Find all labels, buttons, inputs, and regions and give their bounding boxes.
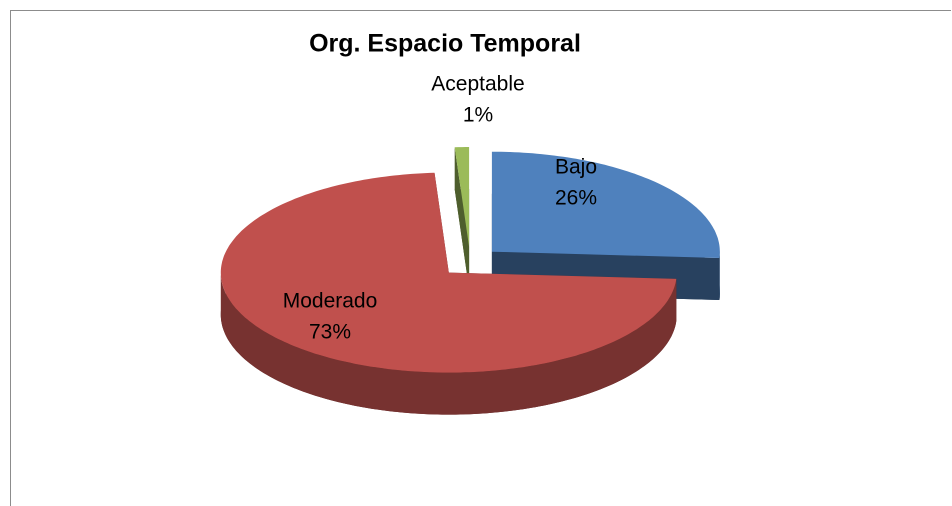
slice-wall	[454, 147, 470, 289]
pie-slice	[491, 151, 720, 258]
slice-value-label: 1%	[463, 104, 493, 127]
pie	[220, 147, 720, 415]
slice-side	[220, 272, 677, 415]
slice-side	[719, 251, 720, 300]
chart-title: Org. Espacio Temporal	[309, 30, 581, 58]
slice-value-label: 73%	[309, 321, 351, 344]
slice-value-label: 26%	[555, 187, 597, 210]
pie-slice	[220, 172, 677, 373]
slice-label: Moderado	[283, 290, 378, 313]
pie-slice	[454, 147, 470, 247]
chart-border	[10, 10, 951, 506]
slice-label: Bajo	[555, 156, 597, 179]
slice-label: Aceptable	[431, 73, 524, 96]
